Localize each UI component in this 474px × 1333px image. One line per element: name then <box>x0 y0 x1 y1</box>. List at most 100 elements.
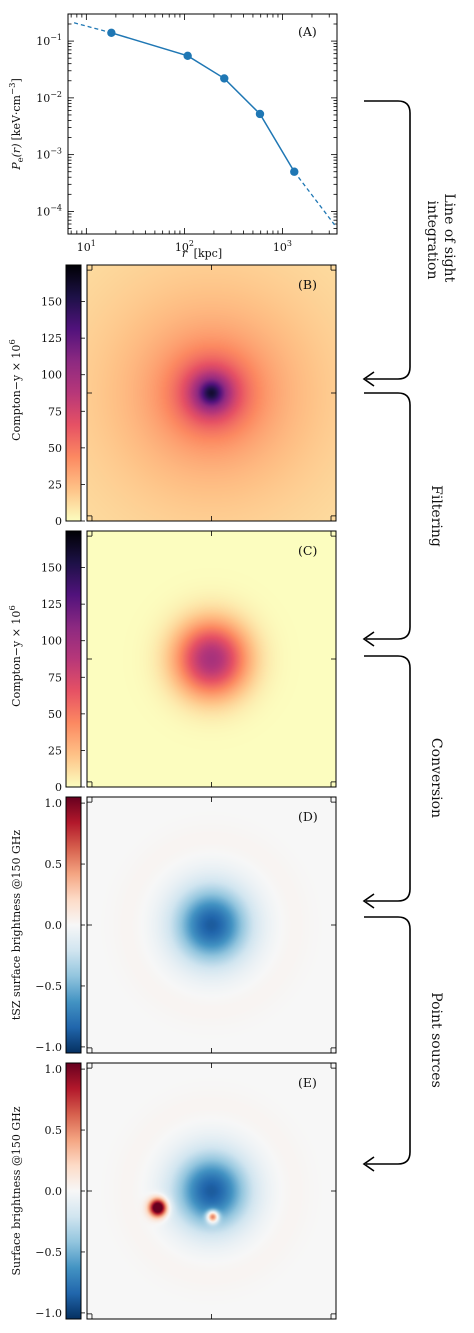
panel-c-colorbar-label: Compton−y × 106 <box>8 605 23 707</box>
panel-a-xtick-label: 103 <box>273 239 292 254</box>
panel-c-colorbar-ticks: 0 25 50 75 100 125 150 <box>41 562 85 794</box>
panel-b-colorbar-label-text: Compton−y × 10 <box>10 345 23 441</box>
panel-d-colorbar-tick-label: −1.0 <box>35 1041 62 1054</box>
panel-a-xtick-label: 102 <box>175 239 194 254</box>
panel-a-extrapolation-left <box>73 22 112 34</box>
panel-d-colorbar-tick-label: 1.0 <box>45 797 63 810</box>
panel-a-xlabel-unit: [kpc] <box>194 247 222 260</box>
panel-c-colorbar-tick-label: 150 <box>41 562 62 575</box>
stage-label-line-of-sight: Line of sight integration <box>424 193 457 286</box>
stage-label-line-of-sight-2: integration <box>424 201 440 280</box>
panel-b-colorbar-tick-label: 25 <box>48 478 62 491</box>
panel-a-point <box>107 28 116 37</box>
panel-a-series <box>73 22 336 226</box>
panel-c-colorbar-tick-label: 125 <box>41 598 62 611</box>
panel-a-ytick-label: 10−2 <box>36 90 62 105</box>
panel-e-colorbar-label: Surface brightness @150 GHz <box>10 1106 23 1275</box>
panel-e-colorbar-tick-label: −1.0 <box>35 1307 62 1320</box>
panel-a-xtick-label: 101 <box>77 239 96 254</box>
panel-a-ylabel-sub: e <box>16 157 26 162</box>
panel-c-filtered-ymap: (C) 0 25 50 75 100 125 150 Compton−y × 106 <box>8 530 337 794</box>
stage-label-line-of-sight-1: Line of sight <box>441 193 457 282</box>
panel-e-colorbar <box>65 1062 82 1320</box>
arrow-conversion <box>364 655 411 902</box>
panel-a-tag: (A) <box>298 24 317 39</box>
panel-a-point <box>183 51 192 61</box>
panel-b-tag: (B) <box>298 277 317 292</box>
panel-e-colorbar-tick-label: 0.0 <box>45 1185 63 1198</box>
panel-a-point <box>220 74 229 83</box>
panel-a-extrapolation-right <box>293 171 336 226</box>
panel-a-profile: 101 102 103 10−1 10−2 10−3 10−4 (A) r [kpc] Pe… <box>8 13 338 260</box>
panel-b-ymap: (B) 0 25 50 75 100 125 150 Compton−y × 106 <box>8 264 337 528</box>
panel-d-tag: (D) <box>298 809 318 824</box>
arrowhead-conversion <box>362 893 375 909</box>
panel-b-colorbar-tick-label: 100 <box>41 369 62 382</box>
panel-e-colorbar-ticks: −1.0 −0.5 0.0 0.5 1.0 <box>35 1063 85 1320</box>
panel-a-ytick-label: 10−4 <box>36 203 62 218</box>
panel-d-colorbar-ticks: −1.0 −0.5 0.0 0.5 1.0 <box>35 797 85 1054</box>
arrow-filtering <box>364 392 411 640</box>
panel-a-xlabel-var: r <box>182 247 188 260</box>
panel-e-colorbar-tick-label: −0.5 <box>35 1246 62 1259</box>
panel-d-colorbar-tick-label: 0.5 <box>45 858 63 871</box>
panel-c-colorbar-tick-label: 0 <box>55 781 62 794</box>
panel-c-colorbar-tick-label: 25 <box>48 744 62 757</box>
panel-d-colorbar-tick-label: −0.5 <box>35 980 62 993</box>
stage-label-filtering: Filtering <box>428 485 444 547</box>
panel-e-heatmap <box>87 1063 336 1319</box>
panel-a-frame <box>67 13 338 235</box>
panel-a-ylabel: Pe(r) [keV·cm−3] <box>8 78 26 171</box>
panel-a-ylabel-arg: (r) <box>10 144 23 158</box>
panel-e-colorbar-tick-label: 0.5 <box>45 1124 63 1137</box>
arrow-line-of-sight <box>364 100 411 380</box>
panel-a-ylabel-exp: −3 <box>8 82 18 95</box>
panel-d-tsz-map: (D) −1.0 −0.5 0.0 0.5 1.0 tSZ surface bright… <box>10 796 337 1054</box>
arrow-point-sources <box>364 916 411 1165</box>
panel-b-colorbar-tick-label: 125 <box>41 332 62 345</box>
panel-c-colorbar-tick-label: 50 <box>48 708 62 721</box>
panel-a-tick-labels: 101 102 103 10−1 10−2 10−3 10−4 <box>36 33 292 254</box>
panel-a-point <box>255 109 265 119</box>
panel-a-ytick-label: 10−1 <box>36 33 62 48</box>
panel-b-frame-ticks <box>87 265 336 521</box>
panel-c-frame-ticks <box>87 531 336 787</box>
panel-c-colorbar <box>65 530 82 788</box>
arrowhead-filtering <box>362 631 375 647</box>
panel-d-colorbar-tick-label: 0.0 <box>45 919 63 932</box>
panel-e-observed-map: (E) −1.0 −0.5 0.0 0.5 1.0 Surface brightness… <box>10 1062 337 1320</box>
arrowhead-point-sources <box>362 1156 375 1172</box>
panel-c-colorbar-label-text: Compton−y × 10 <box>10 611 23 707</box>
panel-a-ylabel-unit: [keV·cm <box>10 94 23 140</box>
panel-a-ylabel-sym: P <box>10 162 23 171</box>
panel-b-colorbar-tick-label: 150 <box>41 296 62 309</box>
panel-b-colorbar-tick-label: 0 <box>55 515 62 528</box>
panel-e-tag: (E) <box>298 1075 317 1090</box>
panel-a-profile-line <box>111 32 295 173</box>
panel-b-colorbar-tick-label: 50 <box>48 442 62 455</box>
panel-d-frame-ticks <box>87 797 336 1053</box>
panel-a-xlabel: r [kpc] <box>182 247 222 260</box>
panel-a-ylabel-close: ] <box>10 78 23 82</box>
panel-b-heatmap <box>87 265 336 521</box>
panel-a-ticks <box>68 14 337 235</box>
stage-label-conversion: Conversion <box>428 738 444 818</box>
panel-b-colorbar-label: Compton−y × 106 <box>8 339 23 441</box>
panel-b-colorbar <box>65 264 82 522</box>
panel-a-point <box>290 167 299 176</box>
panel-c-colorbar-tick-label: 100 <box>41 635 62 648</box>
stage-label-point-sources: Point sources <box>428 992 444 1087</box>
arrowhead-line-of-sight <box>362 371 375 387</box>
panel-d-heatmap <box>87 797 336 1053</box>
panel-e-frame-ticks <box>87 1063 336 1319</box>
panel-c-colorbar-tick-label: 75 <box>48 671 62 684</box>
process-flow <box>362 100 411 1172</box>
panel-a-ytick-label: 10−3 <box>36 147 62 162</box>
panel-c-colorbar-label-exp: 6 <box>8 605 18 610</box>
panel-d-colorbar-label: tSZ surface brightness @150 GHz <box>10 830 23 1020</box>
panel-d-colorbar <box>65 796 82 1054</box>
panel-b-colorbar-ticks: 0 25 50 75 100 125 150 <box>41 296 85 528</box>
panel-b-colorbar-tick-label: 75 <box>48 405 62 418</box>
panel-c-tag: (C) <box>298 543 317 558</box>
